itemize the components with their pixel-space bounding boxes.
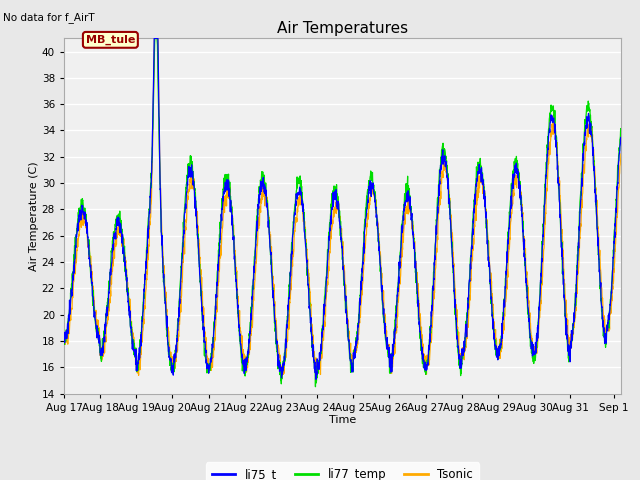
Y-axis label: Air Temperature (C): Air Temperature (C) bbox=[29, 161, 39, 271]
Title: Air Temperatures: Air Temperatures bbox=[277, 21, 408, 36]
Text: MB_tule: MB_tule bbox=[86, 35, 135, 45]
Text: No data for f_AirT: No data for f_AirT bbox=[3, 12, 95, 23]
Legend: li75_t, li77_temp, Tsonic: li75_t, li77_temp, Tsonic bbox=[206, 462, 479, 480]
X-axis label: Time: Time bbox=[329, 415, 356, 425]
